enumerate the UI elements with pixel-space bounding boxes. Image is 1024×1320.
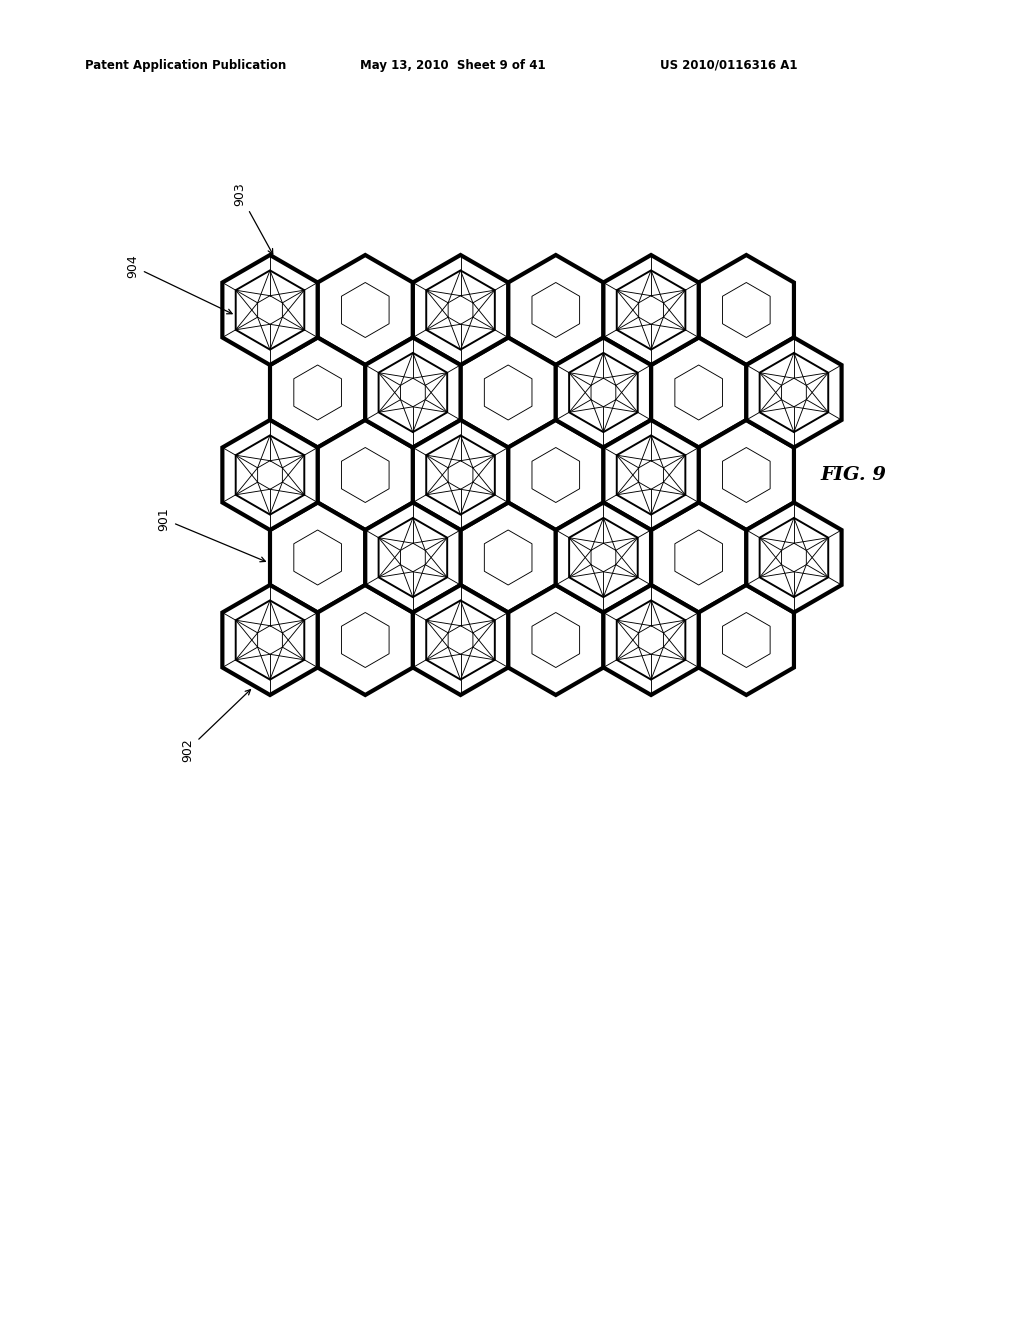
Polygon shape [236,601,304,680]
Polygon shape [616,271,685,350]
Polygon shape [556,338,651,447]
Polygon shape [317,420,413,531]
Polygon shape [508,420,603,531]
Polygon shape [508,585,603,696]
Polygon shape [341,612,389,668]
Polygon shape [413,255,508,366]
Polygon shape [675,366,723,420]
Polygon shape [639,296,664,325]
Polygon shape [270,338,366,447]
Polygon shape [366,338,461,447]
Polygon shape [508,255,603,366]
Text: 901: 901 [157,507,265,562]
Text: Patent Application Publication: Patent Application Publication [85,58,287,71]
Polygon shape [603,420,698,531]
Polygon shape [675,531,723,585]
Polygon shape [760,517,828,597]
Polygon shape [294,531,341,585]
Polygon shape [591,379,615,407]
Polygon shape [270,503,366,612]
Text: May 13, 2010  Sheet 9 of 41: May 13, 2010 Sheet 9 of 41 [360,58,546,71]
Polygon shape [484,531,532,585]
Polygon shape [317,585,413,696]
Polygon shape [258,461,283,490]
Polygon shape [236,271,304,350]
Polygon shape [461,503,556,612]
Polygon shape [426,601,495,680]
Polygon shape [449,626,473,655]
Polygon shape [222,420,317,531]
Polygon shape [258,296,283,325]
Polygon shape [413,585,508,696]
Polygon shape [400,544,425,572]
Polygon shape [591,544,615,572]
Polygon shape [698,585,794,696]
Polygon shape [449,296,473,325]
Polygon shape [532,447,580,503]
Polygon shape [603,255,698,366]
Polygon shape [781,379,806,407]
Polygon shape [639,626,664,655]
Polygon shape [698,420,794,531]
Polygon shape [413,420,508,531]
Polygon shape [236,436,304,515]
Polygon shape [639,461,664,490]
Polygon shape [532,612,580,668]
Polygon shape [222,255,317,366]
Polygon shape [484,366,532,420]
Polygon shape [569,517,638,597]
Polygon shape [616,601,685,680]
Polygon shape [294,366,341,420]
Polygon shape [461,338,556,447]
Text: 904: 904 [126,255,232,314]
Polygon shape [317,255,413,366]
Polygon shape [723,282,770,338]
Polygon shape [723,612,770,668]
Polygon shape [379,352,447,432]
Polygon shape [341,282,389,338]
Polygon shape [569,352,638,432]
Text: US 2010/0116316 A1: US 2010/0116316 A1 [660,58,798,71]
Polygon shape [616,436,685,515]
Polygon shape [366,503,461,612]
Polygon shape [426,436,495,515]
Polygon shape [723,447,770,503]
Polygon shape [603,585,698,696]
Text: 902: 902 [181,689,251,762]
Polygon shape [222,585,317,696]
Polygon shape [781,544,806,572]
Polygon shape [760,352,828,432]
Polygon shape [532,282,580,338]
Polygon shape [698,255,794,366]
Polygon shape [449,461,473,490]
Polygon shape [651,503,746,612]
Polygon shape [258,626,283,655]
Polygon shape [379,517,447,597]
Polygon shape [746,338,842,447]
Polygon shape [426,271,495,350]
Polygon shape [341,447,389,503]
Text: 903: 903 [233,182,272,253]
Polygon shape [400,379,425,407]
Polygon shape [746,503,842,612]
Polygon shape [651,338,746,447]
Text: FIG. 9: FIG. 9 [820,466,886,484]
Polygon shape [556,503,651,612]
